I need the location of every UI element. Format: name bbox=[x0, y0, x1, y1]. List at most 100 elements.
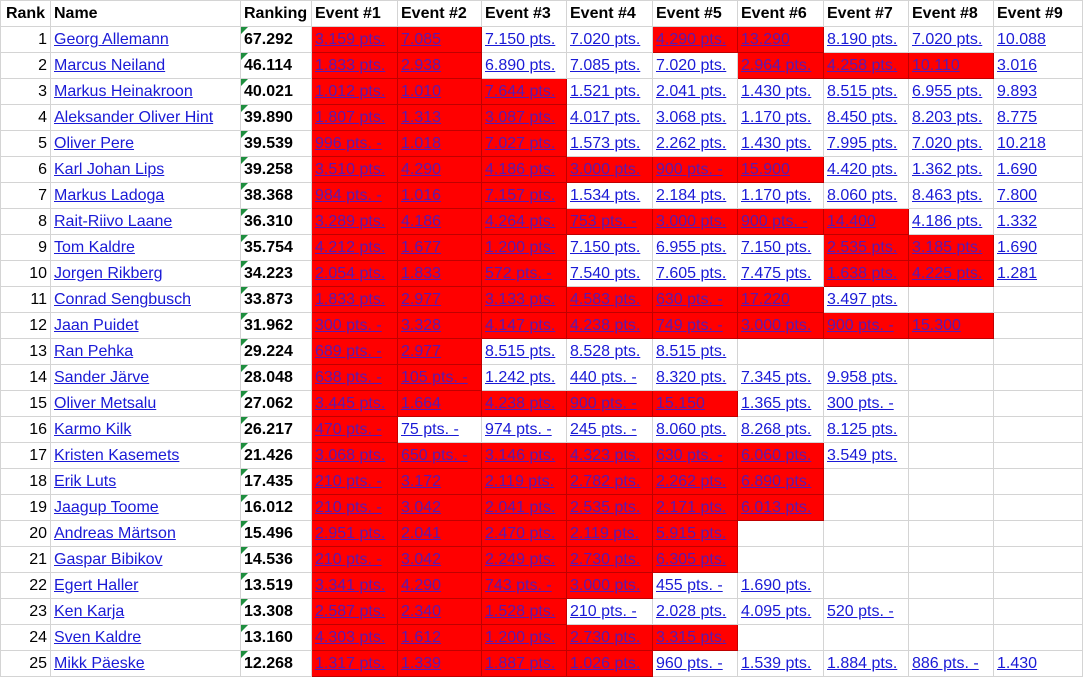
event-points-link[interactable]: 4.420 pts. bbox=[827, 161, 898, 178]
event-points-link[interactable]: 2.977 bbox=[401, 291, 442, 308]
event-points-link[interactable]: 3.042 bbox=[401, 499, 442, 516]
event-points-link[interactable]: 8.515 pts. bbox=[656, 343, 727, 360]
event-points-link[interactable]: 8.125 pts. bbox=[827, 421, 898, 438]
event-points-link[interactable]: 4.323 pts. bbox=[570, 447, 641, 464]
event-points-link[interactable]: 520 pts. - bbox=[827, 603, 894, 620]
event-points-link[interactable]: 7.150 pts. bbox=[570, 239, 641, 256]
event-points-link[interactable]: 4.095 pts. bbox=[741, 603, 812, 620]
event-points-link[interactable]: 4.225 pts. bbox=[912, 265, 983, 282]
event-points-link[interactable]: 9.893 bbox=[997, 83, 1038, 100]
event-points-link[interactable]: 210 pts. - bbox=[570, 603, 637, 620]
player-link[interactable]: Sven Kaldre bbox=[54, 629, 142, 646]
event-points-link[interactable]: 1.016 bbox=[401, 187, 442, 204]
event-points-link[interactable]: 4.238 pts. bbox=[570, 317, 641, 334]
player-link[interactable]: Sander Järve bbox=[54, 369, 150, 386]
event-points-link[interactable]: 210 pts. - bbox=[315, 499, 382, 516]
event-points-link[interactable]: 5.915 pts. bbox=[656, 525, 727, 542]
event-points-link[interactable]: 7.800 bbox=[997, 187, 1038, 204]
player-link[interactable]: Markus Heinakroon bbox=[54, 83, 193, 100]
event-points-link[interactable]: 7.020 pts. bbox=[656, 57, 727, 74]
event-points-link[interactable]: 4.017 pts. bbox=[570, 109, 641, 126]
event-points-link[interactable]: 17.220 bbox=[741, 291, 790, 308]
event-points-link[interactable]: 7.020 pts. bbox=[912, 135, 983, 152]
event-points-link[interactable]: 1.884 pts. bbox=[827, 655, 898, 672]
event-points-link[interactable]: 9.958 pts. bbox=[827, 369, 898, 386]
event-points-link[interactable]: 7.150 pts. bbox=[485, 31, 556, 48]
player-link[interactable]: Conrad Sengbusch bbox=[54, 291, 191, 308]
player-link[interactable]: Jaan Puidet bbox=[54, 317, 139, 334]
event-points-link[interactable]: 1.281 bbox=[997, 265, 1038, 282]
event-points-link[interactable]: 7.027 pts. bbox=[485, 135, 556, 152]
event-points-link[interactable]: 630 pts. - bbox=[656, 291, 723, 308]
event-points-link[interactable]: 1.690 pts. bbox=[741, 577, 812, 594]
event-points-link[interactable]: 1.430 pts. bbox=[741, 83, 812, 100]
event-points-link[interactable]: 572 pts. - bbox=[485, 265, 552, 282]
event-points-link[interactable]: 2.171 pts. bbox=[656, 499, 727, 516]
event-points-link[interactable]: 1.313 bbox=[401, 109, 442, 126]
event-points-link[interactable]: 8.268 pts. bbox=[741, 421, 812, 438]
player-link[interactable]: Oliver Metsalu bbox=[54, 395, 157, 412]
event-points-link[interactable]: 4.290 bbox=[401, 161, 442, 178]
event-points-link[interactable]: 4.186 pts. bbox=[912, 213, 983, 230]
event-points-link[interactable]: 8.060 pts. bbox=[827, 187, 898, 204]
event-points-link[interactable]: 2.587 pts. bbox=[315, 603, 386, 620]
event-points-link[interactable]: 3.159 pts. bbox=[315, 31, 386, 48]
event-points-link[interactable]: 8.775 bbox=[997, 109, 1038, 126]
event-points-link[interactable]: 2.119 pts. bbox=[570, 525, 640, 542]
event-points-link[interactable]: 10.218 bbox=[997, 135, 1046, 152]
event-points-link[interactable]: 1.539 pts. bbox=[741, 655, 812, 672]
event-points-link[interactable]: 886 pts. - bbox=[912, 655, 979, 672]
event-points-link[interactable]: 2.951 pts. bbox=[315, 525, 386, 542]
player-link[interactable]: Karmo Kilk bbox=[54, 421, 132, 438]
event-points-link[interactable]: 2.028 pts. bbox=[656, 603, 727, 620]
player-link[interactable]: Ken Karja bbox=[54, 603, 125, 620]
event-points-link[interactable]: 4.303 pts. bbox=[315, 629, 386, 646]
event-points-link[interactable]: 1.200 pts. bbox=[485, 629, 556, 646]
event-points-link[interactable]: 1.170 pts. bbox=[741, 109, 812, 126]
event-points-link[interactable]: 470 pts. - bbox=[315, 421, 382, 438]
event-points-link[interactable]: 3.068 pts. bbox=[656, 109, 727, 126]
player-link[interactable]: Oliver Pere bbox=[54, 135, 135, 152]
event-points-link[interactable]: 8.515 pts. bbox=[485, 343, 556, 360]
event-points-link[interactable]: 900 pts. - bbox=[741, 213, 808, 230]
event-points-link[interactable]: 2.119 pts. bbox=[485, 473, 555, 490]
event-points-link[interactable]: 650 pts. - bbox=[401, 447, 468, 464]
event-points-link[interactable]: 2.041 pts. bbox=[485, 499, 556, 516]
event-points-link[interactable]: 4.258 pts. bbox=[827, 57, 898, 74]
event-points-link[interactable]: 4.583 pts. bbox=[570, 291, 641, 308]
event-points-link[interactable]: 1.362 pts. bbox=[912, 161, 983, 178]
event-points-link[interactable]: 4.212 pts. bbox=[315, 239, 386, 256]
player-link[interactable]: Rait-Riivo Laane bbox=[54, 213, 173, 230]
event-points-link[interactable]: 3.328 bbox=[401, 317, 442, 334]
event-points-link[interactable]: 1.010 bbox=[401, 83, 442, 100]
event-points-link[interactable]: 2.340 bbox=[401, 603, 442, 620]
event-points-link[interactable]: 2.977 bbox=[401, 343, 442, 360]
event-points-link[interactable]: 6.955 pts. bbox=[656, 239, 727, 256]
event-points-link[interactable]: 7.475 pts. bbox=[741, 265, 812, 282]
event-points-link[interactable]: 8.450 pts. bbox=[827, 109, 898, 126]
event-points-link[interactable]: 8.190 pts. bbox=[827, 31, 898, 48]
event-points-link[interactable]: 4.186 pts. bbox=[485, 161, 556, 178]
player-link[interactable]: Aleksander Oliver Hint bbox=[54, 109, 214, 126]
event-points-link[interactable]: 7.345 pts. bbox=[741, 369, 812, 386]
player-link[interactable]: Karl Johan Lips bbox=[54, 161, 165, 178]
event-points-link[interactable]: 7.644 pts. bbox=[485, 83, 556, 100]
event-points-link[interactable]: 3.000 pts. bbox=[656, 213, 727, 230]
event-points-link[interactable]: 1.807 pts. bbox=[315, 109, 386, 126]
event-points-link[interactable]: 3.341 pts. bbox=[315, 577, 386, 594]
event-points-link[interactable]: 900 pts. - bbox=[827, 317, 894, 334]
event-points-link[interactable]: 1.833 pts. bbox=[315, 57, 386, 74]
event-points-link[interactable]: 3.016 bbox=[997, 57, 1038, 74]
event-points-link[interactable]: 6.955 pts. bbox=[912, 83, 983, 100]
player-link[interactable]: Marcus Neiland bbox=[54, 57, 166, 74]
event-points-link[interactable]: 210 pts. - bbox=[315, 473, 382, 490]
event-points-link[interactable]: 2.041 bbox=[401, 525, 442, 542]
player-link[interactable]: Andreas Märtson bbox=[54, 525, 176, 542]
event-points-link[interactable]: 7.085 pts. bbox=[570, 57, 641, 74]
event-points-link[interactable]: 3.000 pts. bbox=[570, 577, 641, 594]
event-points-link[interactable]: 4.147 pts. bbox=[485, 317, 556, 334]
event-points-link[interactable]: 1.332 bbox=[997, 213, 1038, 230]
event-points-link[interactable]: 1.521 pts. bbox=[570, 83, 641, 100]
event-points-link[interactable]: 1.012 pts. bbox=[315, 83, 386, 100]
event-points-link[interactable]: 2.938 bbox=[401, 57, 442, 74]
